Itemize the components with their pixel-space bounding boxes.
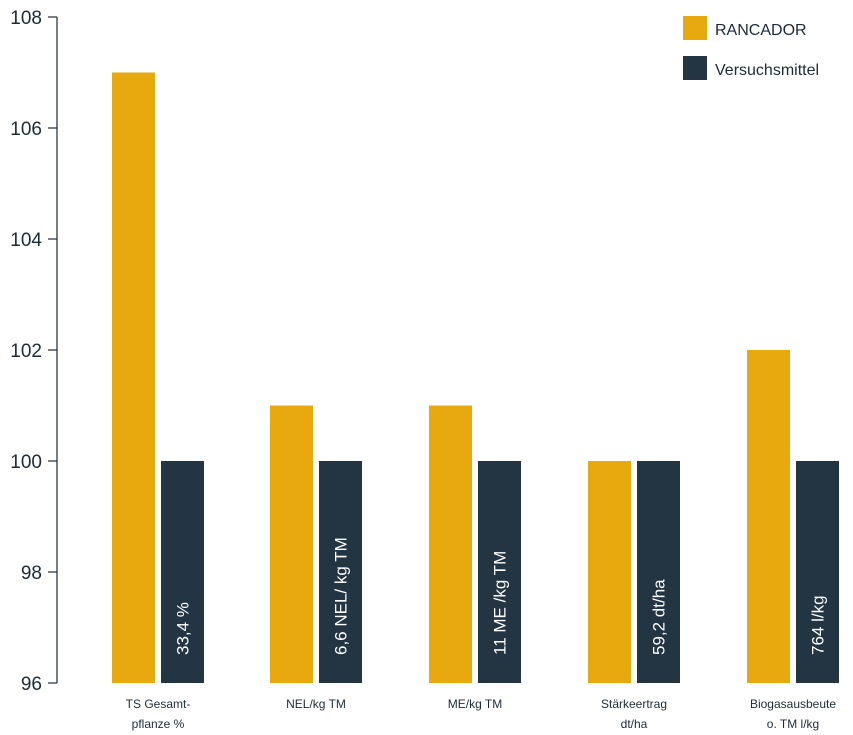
bar-versuchsmittel bbox=[319, 461, 362, 683]
bar-value-label: 6,6 NEL/ kg TM bbox=[332, 537, 351, 655]
y-tick-label: 108 bbox=[10, 8, 42, 29]
category-label: NEL/kg TM bbox=[286, 697, 346, 711]
bar-rancador bbox=[270, 405, 313, 683]
y-tick-label: 96 bbox=[21, 674, 42, 695]
bar-versuchsmittel bbox=[478, 461, 521, 683]
category-label: Stärkeertrag dt/ha bbox=[601, 697, 667, 731]
y-tick-label: 104 bbox=[10, 230, 42, 251]
category-labels-group: TS Gesamt-pflanze % NEL/kg TM ME/kg TM Stär… bbox=[126, 697, 837, 731]
bar-rancador bbox=[112, 72, 155, 683]
legend-swatch bbox=[683, 56, 707, 80]
bar-versuchsmittel bbox=[637, 461, 680, 683]
bar-value-label: 11 ME /kg TM bbox=[491, 551, 510, 655]
category-label: Biogasausbeute o. TM l/kg bbox=[750, 697, 836, 731]
legend-label: Versuchsmittel bbox=[715, 62, 819, 79]
axis-group: 96 98 100 102 104 106 108 bbox=[10, 8, 58, 695]
legend: RANCADOR Versuchsmittel bbox=[683, 16, 819, 80]
bar-value-label: 33,4 % bbox=[174, 602, 193, 655]
y-tick-label: 106 bbox=[10, 119, 42, 140]
bars-group: 33,4 % 6,6 NEL/ kg TM 11 ME /kg TM 59,2 dt/… bbox=[112, 72, 839, 683]
y-tick-label: 100 bbox=[10, 452, 42, 473]
y-tick-label: 102 bbox=[10, 341, 42, 362]
bar-rancador bbox=[588, 461, 631, 683]
bar-value-label: 764 l/kg bbox=[809, 595, 828, 655]
bar-value-label: 59,2 dt/ha bbox=[650, 579, 669, 655]
bar-versuchsmittel bbox=[796, 461, 839, 683]
y-tick-label: 98 bbox=[21, 563, 42, 584]
legend-label: RANCADOR bbox=[715, 22, 807, 39]
bar-versuchsmittel bbox=[161, 461, 204, 683]
category-label: TS Gesamt-pflanze % bbox=[126, 697, 191, 731]
category-label: ME/kg TM bbox=[448, 697, 502, 711]
legend-swatch bbox=[683, 16, 707, 40]
bar-rancador bbox=[747, 350, 790, 683]
bar-rancador bbox=[429, 405, 472, 683]
